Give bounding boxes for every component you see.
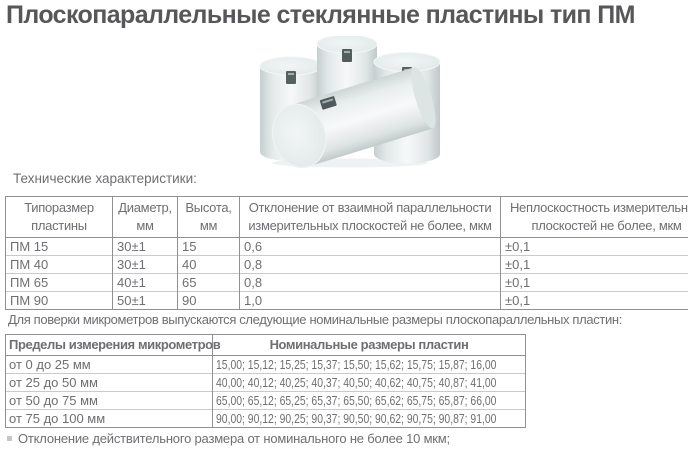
sizes-col-header: Номинальные размеры пластин xyxy=(212,334,526,356)
spec-cell: ПМ 40 xyxy=(5,255,113,274)
table-row: от 25 до 50 мм 40,00; 40,12; 40,25; 40,3… xyxy=(5,373,526,392)
table-row: от 75 до 100 мм 90,00; 90,12; 90,25; 90,… xyxy=(5,409,526,428)
spec-cell: 30±1 xyxy=(112,237,178,256)
spec-col-header: Отклонение от взаимной параллельности из… xyxy=(239,196,501,238)
spec-cell: 0,8 xyxy=(239,273,501,292)
spec-cell: 0,8 xyxy=(239,255,501,274)
spec-cell: 0,6 xyxy=(239,237,501,256)
spec-table: Типоразмер пластины Диаметр, мм Высота, … xyxy=(5,196,688,310)
tech-specs-label: Технические характеристики: xyxy=(13,171,197,186)
spec-col-header: Диаметр, мм xyxy=(112,196,178,238)
spec-col-header: Типоразмер пластины xyxy=(5,196,113,238)
product-photo xyxy=(250,34,448,169)
spec-col-header: Высота, мм xyxy=(177,196,240,238)
table-row: ПМ 90 50±1 90 1,0 ±0,1 xyxy=(5,291,688,310)
deviation-note-text: Отклонение действительного размера от но… xyxy=(18,431,450,446)
glass-cylinders-illustration xyxy=(259,34,441,169)
sizes-table: Пределы измерения микрометров Номинальны… xyxy=(5,334,526,428)
spec-cell: 50±1 xyxy=(112,291,178,310)
spec-cell: ±0,1 xyxy=(500,291,688,310)
spec-cell: 40±1 xyxy=(112,273,178,292)
values-text: 90,00; 90,12; 90,25; 90,37; 90,50; 90,62… xyxy=(216,410,497,426)
values-text: 65,00; 65,12; 65,25; 65,37; 65,50; 65,62… xyxy=(216,392,497,408)
values-text: 15,00; 15,12; 15,25; 15,37; 15,50; 15,62… xyxy=(216,356,497,372)
spec-cell: 15 xyxy=(177,237,240,256)
spec-header-row: Типоразмер пластины Диаметр, мм Высота, … xyxy=(5,196,688,238)
deviation-note: Отклонение действительного размера от но… xyxy=(7,431,450,446)
spec-cell: 65 xyxy=(177,273,240,292)
values-text: 40,00; 40,12; 40,25; 40,37; 40,50; 40,62… xyxy=(216,374,497,390)
values-cell: 90,00; 90,12; 90,25; 90,37; 90,50; 90,62… xyxy=(212,409,526,428)
spec-cell: ПМ 15 xyxy=(5,237,113,256)
nominal-sizes-intro: Для поверки микрометров выпускаются след… xyxy=(8,312,622,327)
spec-cell: ±0,1 xyxy=(500,255,688,274)
page-title: Плоскопараллельные стеклянные пластины т… xyxy=(6,1,635,29)
table-row: от 0 до 25 мм 15,00; 15,12; 15,25; 15,37… xyxy=(5,355,526,374)
spec-col-header: Неплоскостность измерительных плоскостей… xyxy=(500,196,688,238)
values-cell: 65,00; 65,12; 65,25; 65,37; 65,50; 65,62… xyxy=(212,391,526,410)
sizes-col-header: Пределы измерения микрометров xyxy=(5,334,221,356)
range-cell: от 0 до 25 мм xyxy=(5,355,213,374)
list-bullet-icon xyxy=(7,436,12,441)
table-row: от 50 до 75 мм 65,00; 65,12; 65,25; 65,3… xyxy=(5,391,526,410)
values-cell: 15,00; 15,12; 15,25; 15,37; 15,50; 15,62… xyxy=(212,355,526,374)
spec-cell: ПМ 65 xyxy=(5,273,113,292)
spec-cell: 40 xyxy=(177,255,240,274)
range-cell: от 75 до 100 мм xyxy=(5,409,213,428)
spec-cell: ±0,1 xyxy=(500,237,688,256)
table-row: ПМ 65 40±1 65 0,8 ±0,1 xyxy=(5,273,688,292)
range-cell: от 25 до 50 мм xyxy=(5,373,213,392)
spec-cell: 1,0 xyxy=(239,291,501,310)
spec-cell: 30±1 xyxy=(112,255,178,274)
table-row: ПМ 40 30±1 40 0,8 ±0,1 xyxy=(5,255,688,274)
sizes-header-row: Пределы измерения микрометров Номинальны… xyxy=(5,334,526,356)
spec-cell: ±0,1 xyxy=(500,273,688,292)
spec-cell: 90 xyxy=(177,291,240,310)
range-cell: от 50 до 75 мм xyxy=(5,391,213,410)
values-cell: 40,00; 40,12; 40,25; 40,37; 40,50; 40,62… xyxy=(212,373,526,392)
table-row: ПМ 15 30±1 15 0,6 ±0,1 xyxy=(5,237,688,256)
spec-cell: ПМ 90 xyxy=(5,291,113,310)
